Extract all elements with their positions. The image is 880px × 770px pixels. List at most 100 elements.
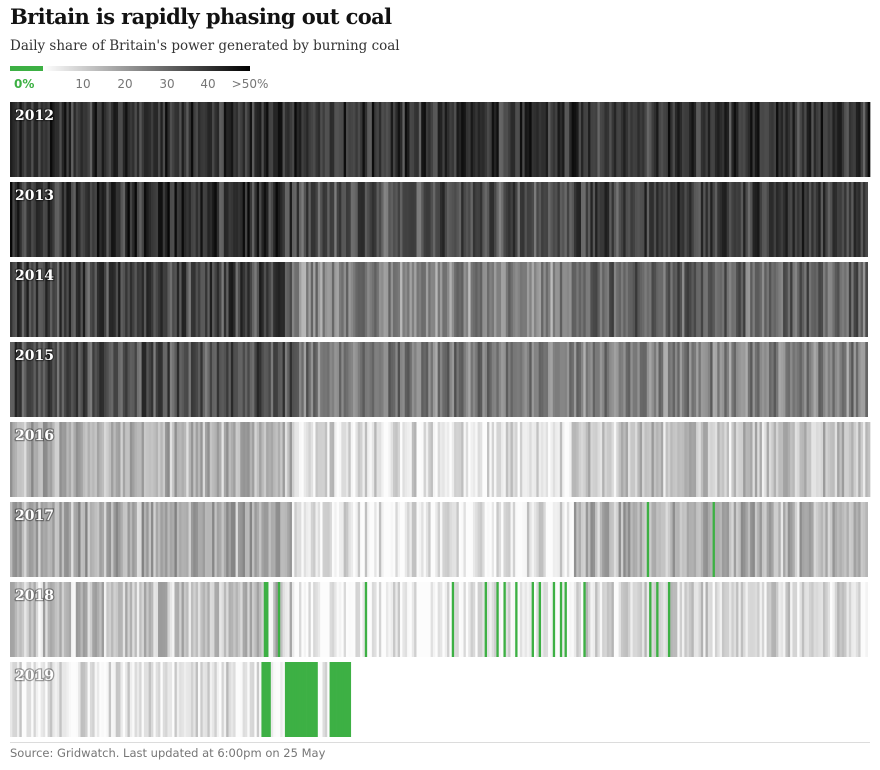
- day-stripe: [458, 262, 462, 337]
- day-stripe: [378, 102, 382, 177]
- day-stripe: [456, 422, 460, 497]
- day-stripe: [402, 182, 406, 257]
- day-stripe: [672, 182, 676, 257]
- day-stripe: [313, 262, 316, 337]
- day-stripe: [407, 422, 410, 497]
- day-stripe: [627, 102, 631, 177]
- day-stripe: [31, 582, 34, 657]
- day-stripe: [33, 182, 37, 257]
- day-stripe: [841, 582, 845, 657]
- day-stripe: [841, 182, 845, 257]
- zero-coal-day-stripe: [341, 662, 345, 737]
- day-stripe: [317, 582, 321, 657]
- day-stripe: [369, 262, 373, 337]
- day-stripe: [447, 262, 450, 337]
- day-stripe: [862, 182, 866, 257]
- day-stripe: [834, 262, 838, 337]
- day-stripe: [54, 262, 58, 337]
- day-stripe: [197, 502, 201, 577]
- day-stripe: [409, 342, 413, 417]
- day-stripe: [512, 422, 516, 497]
- day-stripe: [277, 262, 281, 337]
- day-stripe: [291, 342, 295, 417]
- day-stripe: [259, 422, 262, 497]
- day-stripe: [804, 342, 807, 417]
- day-stripe: [146, 502, 149, 577]
- day-stripe: [362, 582, 366, 657]
- day-stripe: [773, 102, 777, 177]
- zero-coal-day-stripe: [348, 662, 352, 737]
- day-stripe: [209, 342, 213, 417]
- day-stripe: [52, 102, 55, 177]
- day-stripe: [524, 102, 528, 177]
- day-stripe: [416, 582, 420, 657]
- day-stripe: [101, 662, 105, 737]
- day-stripe: [557, 262, 561, 337]
- day-stripe: [284, 342, 288, 417]
- day-stripe: [172, 342, 175, 417]
- day-stripe: [252, 582, 255, 657]
- day-stripe: [66, 582, 70, 657]
- day-stripe: [202, 662, 206, 737]
- day-stripe: [721, 582, 725, 657]
- day-stripe: [627, 262, 631, 337]
- day-stripe: [679, 102, 683, 177]
- day-stripe: [111, 502, 114, 577]
- day-stripe: [515, 262, 518, 337]
- day-stripe: [181, 662, 185, 737]
- day-stripe: [637, 342, 641, 417]
- day-stripe: [543, 102, 547, 177]
- day-stripe: [848, 262, 852, 337]
- day-stripe: [461, 182, 464, 257]
- day-stripe: [68, 662, 72, 737]
- day-stripe: [644, 422, 648, 497]
- day-stripe: [522, 262, 525, 337]
- day-stripe: [66, 502, 70, 577]
- day-stripe: [75, 582, 79, 657]
- day-stripe: [92, 342, 95, 417]
- day-stripe: [200, 102, 204, 177]
- day-stripe: [395, 262, 399, 337]
- day-stripe: [148, 582, 152, 657]
- day-stripe: [341, 422, 345, 497]
- day-stripe: [458, 342, 462, 417]
- day-stripe: [515, 182, 518, 257]
- day-stripe: [113, 102, 117, 177]
- day-stripe: [635, 102, 638, 177]
- day-stripe: [491, 422, 495, 497]
- day-stripe: [26, 262, 30, 337]
- day-stripe: [482, 422, 485, 497]
- day-stripe: [228, 502, 232, 577]
- day-stripe: [764, 102, 767, 177]
- day-stripe: [103, 262, 107, 337]
- day-stripe: [736, 182, 739, 257]
- day-stripe: [456, 262, 460, 337]
- day-stripe: [282, 102, 286, 177]
- day-stripe: [517, 102, 521, 177]
- day-stripe: [754, 102, 758, 177]
- day-stripe: [430, 182, 434, 257]
- day-stripe: [625, 582, 629, 657]
- day-stripe: [369, 182, 373, 257]
- day-stripe: [49, 342, 53, 417]
- day-stripe: [440, 582, 443, 657]
- day-stripe: [510, 342, 514, 417]
- day-stripe: [484, 262, 488, 337]
- day-stripe: [244, 582, 248, 657]
- day-stripe: [731, 102, 735, 177]
- day-stripe: [486, 182, 490, 257]
- day-stripe: [393, 342, 396, 417]
- day-stripe: [409, 102, 413, 177]
- day-stripe: [33, 102, 37, 177]
- day-stripe: [545, 582, 549, 657]
- day-stripe: [244, 102, 248, 177]
- day-stripe: [320, 502, 323, 577]
- day-stripe: [205, 262, 208, 337]
- zero-coal-day-stripe: [313, 662, 316, 737]
- day-stripe: [85, 102, 88, 177]
- day-stripe: [799, 582, 803, 657]
- day-stripe: [205, 342, 208, 417]
- day-stripe: [595, 582, 598, 657]
- day-stripe: [489, 182, 493, 257]
- day-stripe: [92, 262, 95, 337]
